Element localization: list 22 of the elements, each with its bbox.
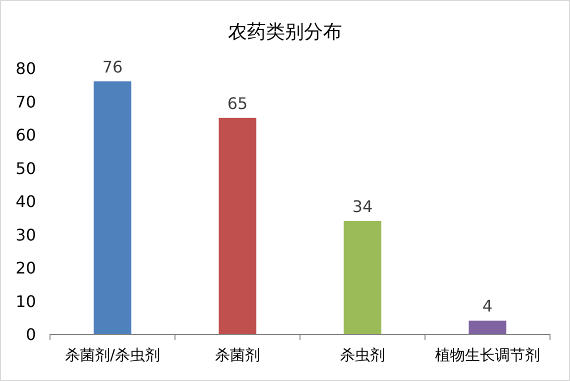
data-label: 65 xyxy=(227,94,248,113)
x-tick-label: 杀菌剂/杀虫剂 xyxy=(64,346,160,364)
y-tick-label: 80 xyxy=(16,59,36,78)
y-tick-label: 30 xyxy=(16,225,36,244)
y-tick-label: 40 xyxy=(16,192,36,211)
x-tick-label: 杀虫剂 xyxy=(340,346,385,364)
y-tick-label: 20 xyxy=(16,258,36,278)
bar xyxy=(218,118,256,334)
y-tick-label: 10 xyxy=(16,292,36,311)
bar xyxy=(344,220,382,334)
y-tick-label: 0 xyxy=(26,325,36,344)
x-tick-label: 植物生长调节剂 xyxy=(435,346,540,364)
bar xyxy=(94,81,132,334)
data-label: 76 xyxy=(102,57,123,76)
y-tick-label: 50 xyxy=(16,158,36,178)
y-tick-label: 60 xyxy=(16,126,36,144)
bar xyxy=(468,320,506,334)
y-tick-label: 70 xyxy=(16,92,36,112)
chart-title: 农药类别分布 xyxy=(228,21,342,43)
x-tick-label: 杀菌剂 xyxy=(215,346,260,364)
data-label: 4 xyxy=(482,296,493,316)
data-label: 34 xyxy=(352,196,373,216)
